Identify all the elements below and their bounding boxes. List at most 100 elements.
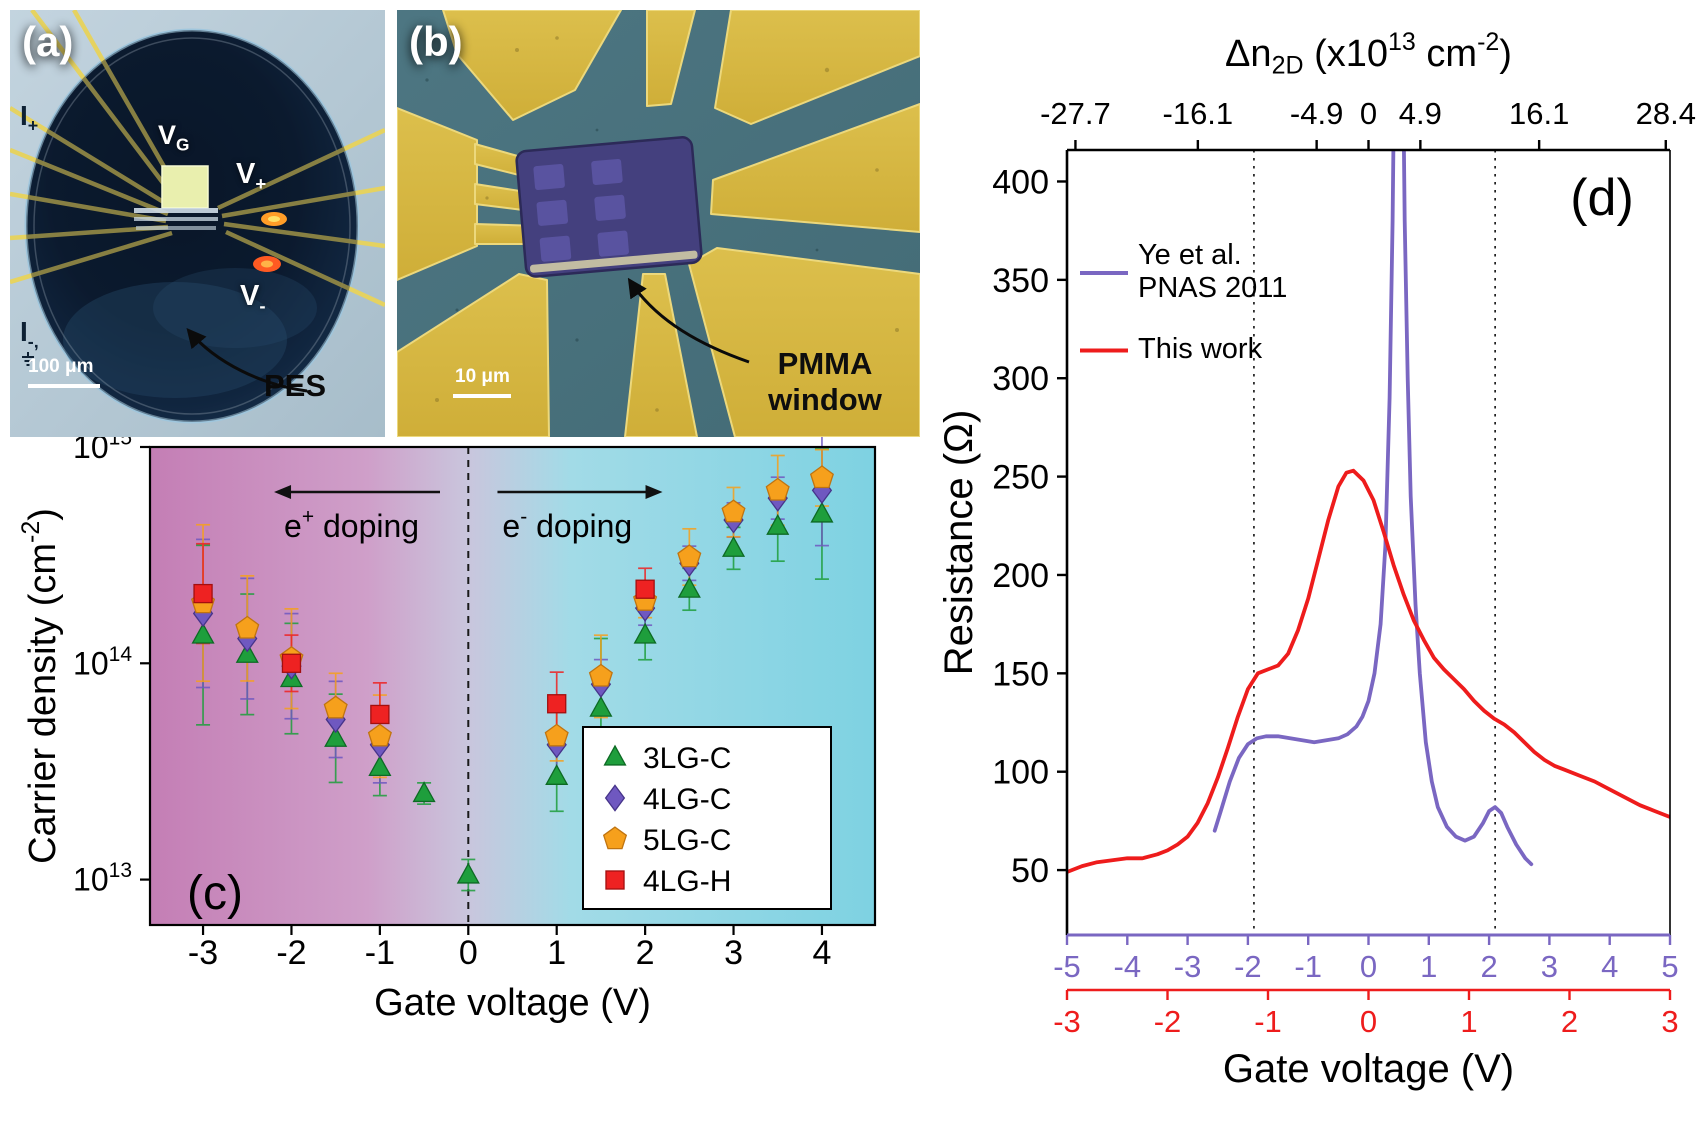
y-tick-label: 250 [992, 459, 1049, 497]
pes-pointer-arrow [186, 328, 308, 393]
scale-bar-label-b: 10 μm [455, 366, 510, 387]
legend-label: Ye et al. [1138, 239, 1242, 271]
pmma-pointer-arrow [627, 277, 750, 364]
legend-label: 3LG-C [643, 742, 731, 775]
panel-b-micrograph: (b) PMMA window 10 μm [397, 10, 920, 437]
pmma-window-region [515, 136, 703, 278]
top-tick-label: 0 [1360, 96, 1377, 131]
x-axis-title: Gate voltage (V) [374, 982, 651, 1024]
earth-ground-icon [22, 351, 34, 366]
gold-electrodes [397, 10, 920, 437]
y-ticks [1057, 180, 1067, 872]
secondary-x-tick-label: 2 [1561, 1004, 1578, 1039]
electrode-label-i-plus: I+ [20, 100, 39, 136]
top-tick-label: -4.9 [1290, 96, 1343, 131]
doping-annotation: e- doping [502, 506, 632, 544]
contact-patches [533, 158, 629, 262]
panel-a-micrograph: (a) I+ VG V+ V- I-, PES 100 μm [10, 10, 385, 437]
y-tick-label: 100 [992, 754, 1049, 792]
secondary-x-ticks [1065, 990, 1672, 1000]
gate-pad [161, 165, 209, 209]
x-ticks [201, 925, 824, 935]
x-tick-label: 1 [547, 934, 566, 972]
resistance-chart: 50 100 150 200 250 300 350 400 -27.7 -16.1 -4.9 0 4.… [937, 28, 1696, 1091]
secondary-x-tick-label: 1 [1460, 1004, 1477, 1039]
x-axis-title: Gate voltage (V) [1223, 1047, 1514, 1091]
doping-annotation: e+ doping [284, 506, 419, 544]
secondary-x-tick-label: -1 [1254, 1004, 1282, 1039]
droplet-inner-reflections [33, 37, 351, 415]
x-tick-label: 2 [636, 934, 655, 972]
legend-label: 5LG-C [643, 824, 731, 857]
panel-d-tag: (d) [1570, 169, 1634, 227]
scale-bar-label-a: 100 μm [28, 356, 94, 377]
x-tick-label: -3 [188, 934, 218, 972]
scale-bar-a [28, 384, 100, 388]
legend-label: 4LG-C [643, 783, 731, 816]
top-tick-label: -27.7 [1040, 96, 1111, 131]
panel-a-tag: (a) [22, 18, 74, 65]
carrier-density-chart: e+ doping e- doping -3 -2 -1 0 1 2 3 4 1013 1014 101… [17, 437, 877, 1024]
primary-x-tick-label: -1 [1294, 949, 1322, 984]
primary-x-tick-label: 4 [1601, 949, 1618, 984]
y-tick-label: 300 [992, 360, 1049, 398]
plot-frame [148, 445, 877, 927]
legend-label: This work [1138, 333, 1263, 365]
series-4LG-H [193, 579, 655, 725]
primary-x-tick-label: 0 [1360, 949, 1377, 984]
legend-marker-4LG-H [605, 870, 625, 890]
y-tick-label: 400 [992, 163, 1049, 201]
curve-This work [1067, 468, 1670, 874]
x-tick-label: 4 [812, 934, 831, 972]
legend-marker-3LG-C [603, 744, 627, 766]
curve-Ye et al. PNAS 2011 [1212, 150, 1534, 867]
x-tick-label: 3 [724, 934, 743, 972]
pes-label: PES [264, 368, 327, 403]
y-tick-label: 1014 [73, 643, 132, 681]
panel-d-chart: 50 100 150 200 250 300 350 400 -27.7 -16.1 -4.9 0 4.… [930, 0, 1704, 1130]
top-tick-label: 28.4 [1636, 96, 1696, 131]
top-axis-title: Δn2D (x1013 cm-2) [1225, 28, 1512, 80]
legend-marker-4LG-C [604, 784, 626, 812]
x-tick-label: -1 [365, 934, 395, 972]
top-tick-label: 16.1 [1509, 96, 1569, 131]
panel-c-tag: (c) [187, 867, 243, 920]
electrode-label-v-minus: V- [240, 280, 266, 316]
primary-x-tick-label: -2 [1234, 949, 1262, 984]
panel-c-chart: e+ doping e- doping -3 -2 -1 0 1 2 3 4 1013 1014 101… [15, 437, 910, 1130]
y-tick-label: 50 [1011, 852, 1049, 890]
pmma-window-label: PMMA window [768, 346, 882, 417]
electrode-label-vg: VG [158, 120, 190, 155]
panel-b-tag: (b) [409, 18, 463, 65]
y-tick-label: 350 [992, 262, 1049, 300]
legend-label: 4LG-H [643, 865, 731, 898]
primary-x-tick-label: 1 [1420, 949, 1437, 984]
secondary-x-tick-label: -3 [1053, 1004, 1081, 1039]
series-3LG-C [191, 501, 834, 884]
y-tick-label: 150 [992, 655, 1049, 693]
primary-x-tick-label: -3 [1174, 949, 1202, 984]
panel-a-image [10, 10, 385, 437]
y-ticks [140, 445, 150, 881]
top-tick-label: 4.9 [1399, 96, 1442, 131]
electrode-label-v-plus: V+ [236, 158, 267, 194]
x-tick-label: 0 [459, 934, 478, 972]
top-ticks [1074, 140, 1667, 150]
legend-label: PNAS 2011 [1138, 272, 1287, 304]
doping-arrowhead [645, 485, 663, 499]
primary-x-ticks [1065, 935, 1672, 945]
scale-bar-b [453, 394, 511, 398]
y-axis-title: Resistance (Ω) [937, 410, 981, 676]
x-tick-label: -2 [276, 934, 306, 972]
sample-channel [134, 208, 218, 230]
primary-x-tick-label: 3 [1541, 949, 1558, 984]
top-tick-label: -16.1 [1163, 96, 1234, 131]
secondary-x-tick-label: -2 [1154, 1004, 1182, 1039]
electrode-glints [253, 212, 287, 272]
secondary-x-tick-label: 3 [1661, 1004, 1678, 1039]
legend: 3LG-C 4LG-C 5LG-C 4LG-H [582, 726, 832, 910]
panel-b-image [397, 10, 920, 437]
gold-speckles [435, 36, 899, 412]
doping-arrowhead [274, 485, 292, 499]
y-tick-label: 200 [992, 557, 1049, 595]
